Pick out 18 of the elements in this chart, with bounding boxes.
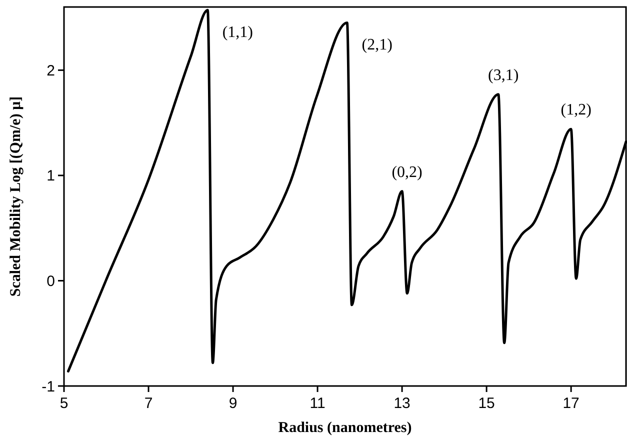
annotation: (2,1) <box>362 36 392 54</box>
y-tick-label: -1 <box>42 378 55 396</box>
x-tick-label: 5 <box>60 395 68 412</box>
annotation: (3,1) <box>488 66 519 84</box>
annotation: (0,2) <box>392 164 422 181</box>
x-tick-label: 9 <box>228 395 238 412</box>
y-tick-label: 1 <box>46 168 55 185</box>
x-tick-label: 7 <box>144 395 153 412</box>
y-axis-title: Scaled Mobility Log [(Qm/e) μ] <box>8 96 24 297</box>
annotation: (1,2) <box>560 102 592 119</box>
annotation: (1,1) <box>222 24 253 41</box>
x-tick-label: 15 <box>478 395 495 412</box>
x-tick-label: 13 <box>394 395 410 412</box>
x-tick-label: 17 <box>562 395 580 412</box>
y-tick-label: 2 <box>46 62 55 80</box>
y-tick-label: 0 <box>46 272 55 290</box>
x-axis-title: Radius (nanometres) <box>278 420 412 436</box>
x-tick-label: 11 <box>310 395 326 412</box>
